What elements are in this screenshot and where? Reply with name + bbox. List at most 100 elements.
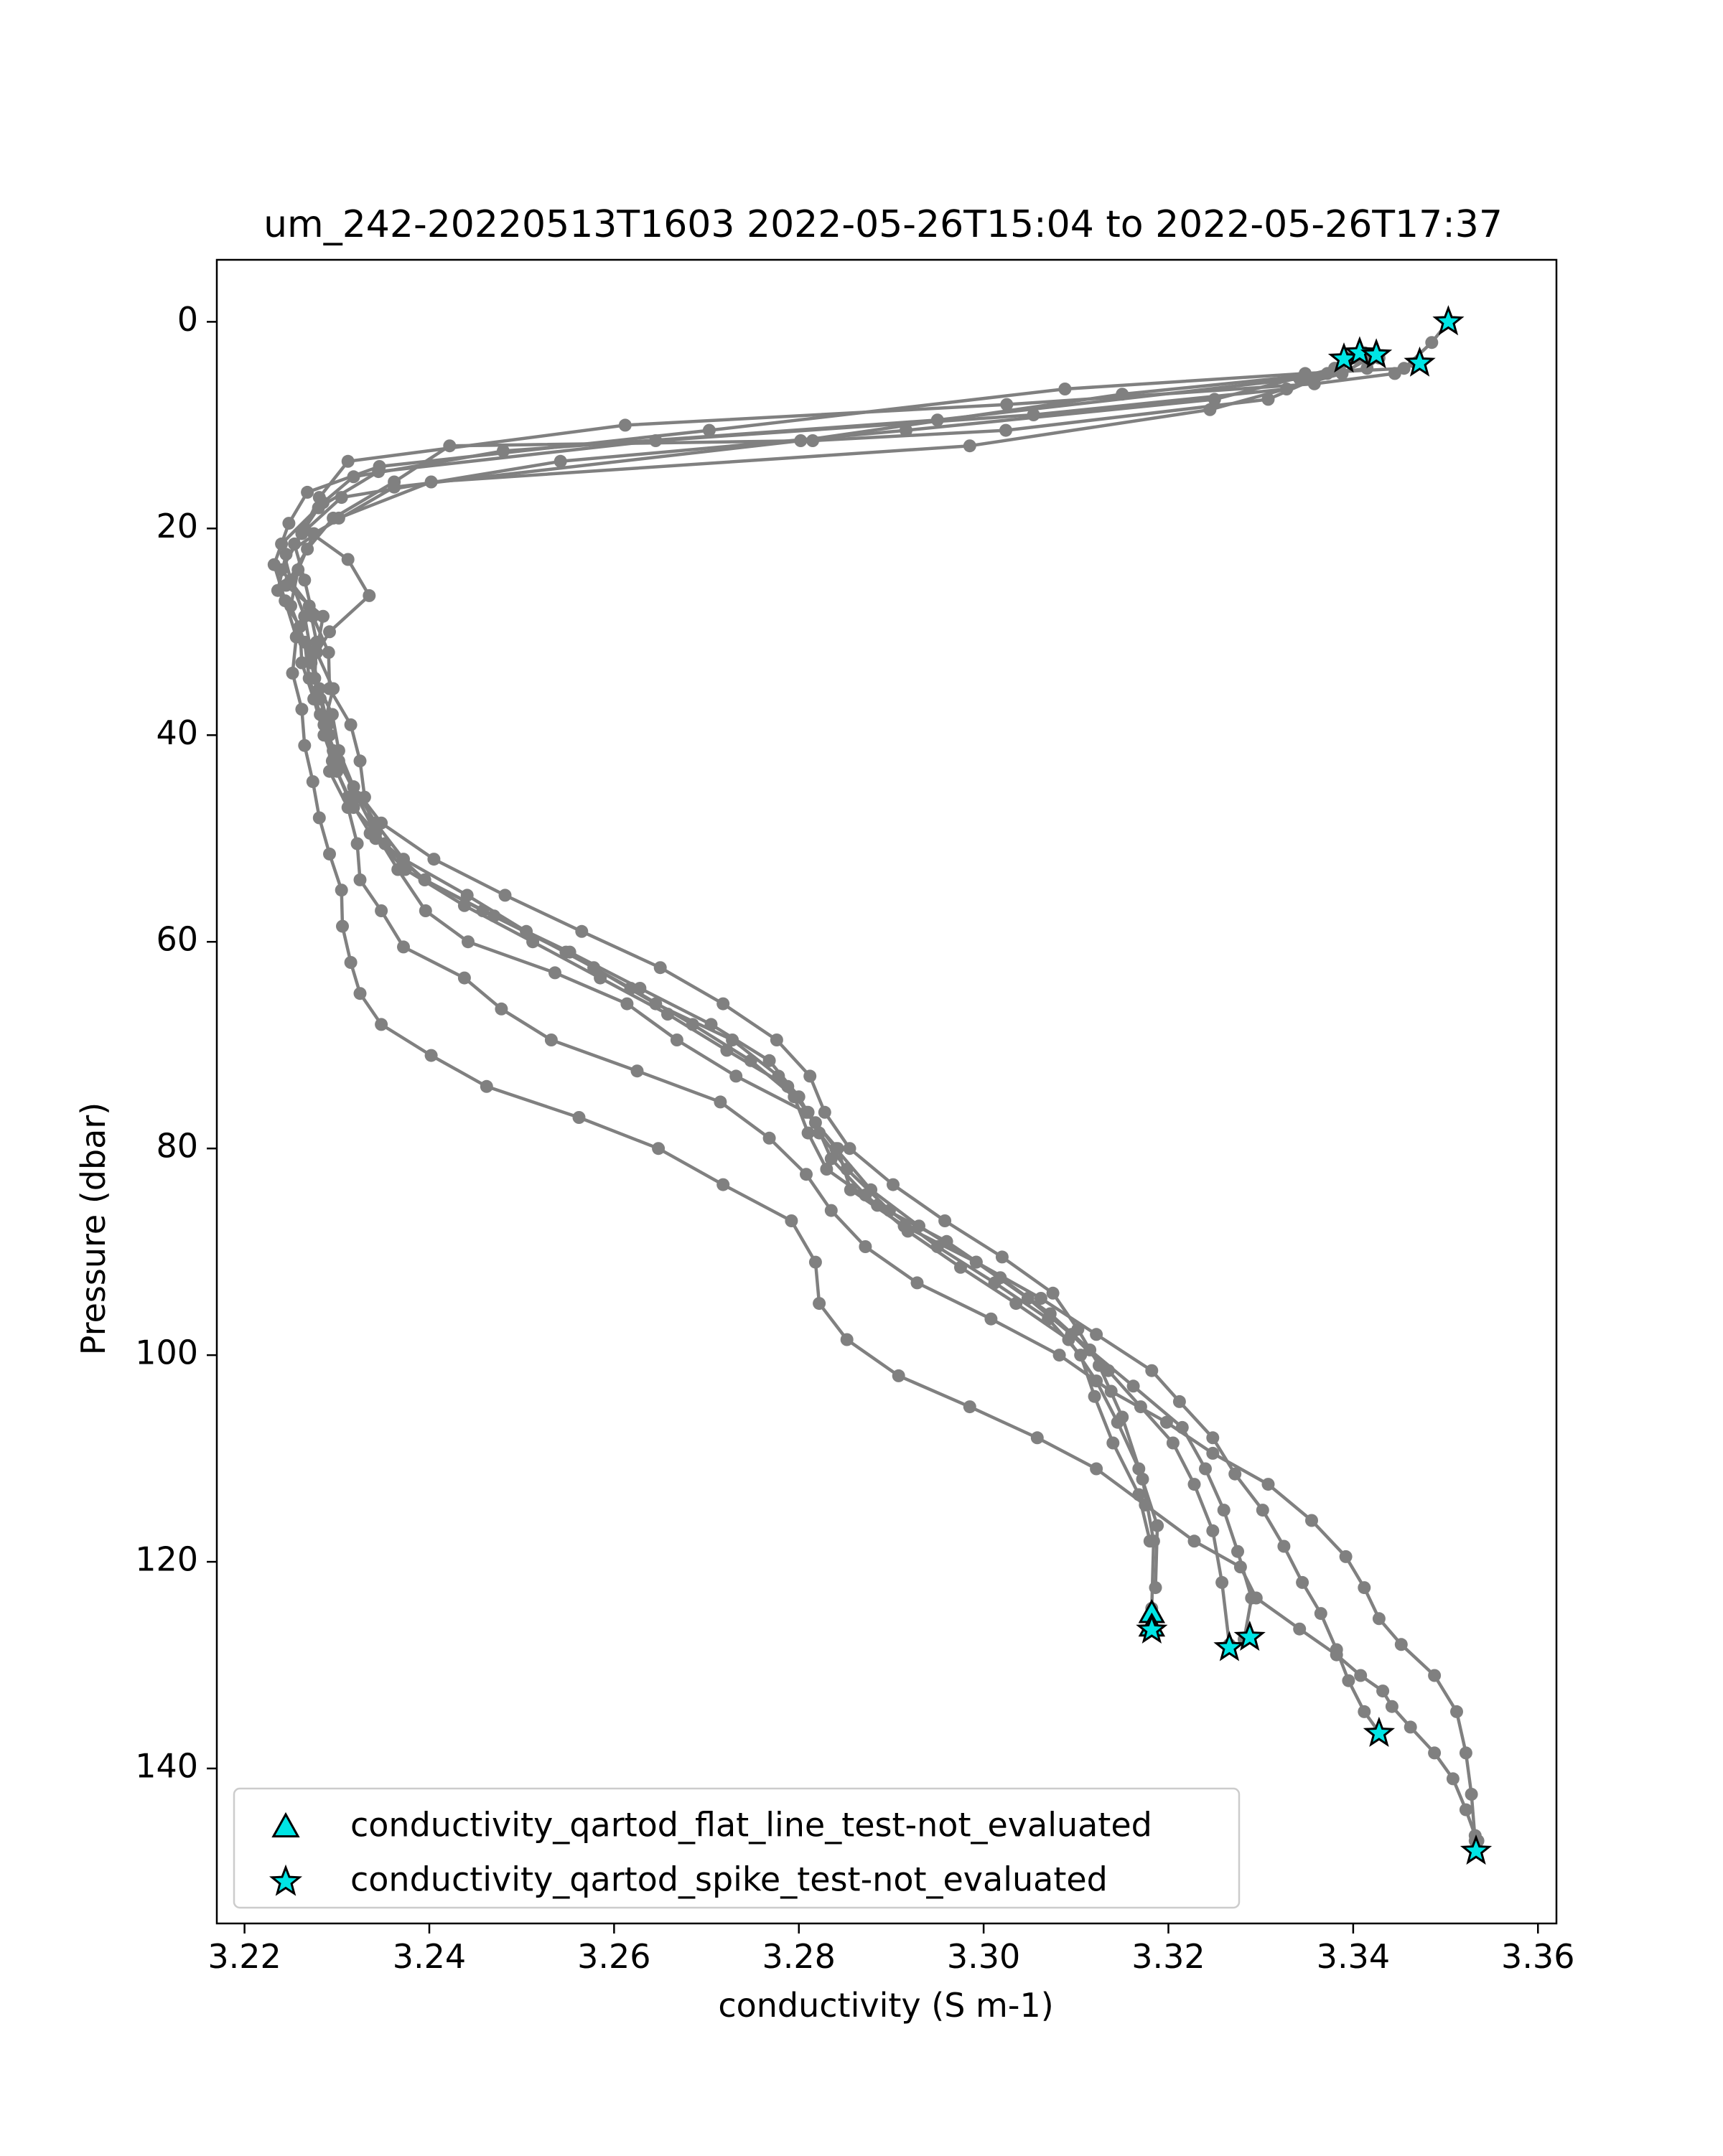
data-point [286,666,299,680]
data-point [824,1152,838,1166]
x-tick-label: 3.22 [207,1937,281,1976]
legend: conductivity_qartod_flat_line_test-not_e… [233,1787,1241,1909]
data-point [1372,1612,1386,1626]
data-point [317,496,330,510]
data-point [335,491,348,505]
data-point [1215,1575,1229,1589]
data-point [1206,1431,1220,1445]
data-point [498,889,512,902]
plot-area-frame [215,258,1558,1925]
data-point [279,548,293,561]
x-axis-ticks: 3.22 3.24 3.26 3.28 3.30 3.32 3.34 3.36 [207,1923,1574,1976]
data-point [1116,1410,1129,1424]
data-point [341,454,355,468]
data-point [302,599,316,613]
data-point [312,682,326,695]
data-point [350,837,364,850]
data-point [785,1214,798,1227]
legend-star-marker [269,1864,303,1896]
data-point [910,1276,924,1290]
data-point [720,1044,734,1057]
data-point [480,1079,493,1093]
data-point [1034,1292,1047,1305]
x-tick-label: 3.28 [762,1937,836,1976]
data-point [1314,1607,1327,1621]
data-point [882,1204,896,1217]
data-point [800,1168,813,1181]
data-point [1126,1379,1140,1393]
data-point [963,439,976,453]
data-point [307,527,321,540]
data-point [1459,1803,1472,1817]
data-point [526,935,540,949]
data-point [1465,1788,1478,1801]
legend-label-flat-line: conductivity_qartod_flat_line_test-not_e… [350,1806,1152,1845]
data-point [661,1008,674,1021]
data-point [325,708,339,721]
data-point [544,1034,558,1046]
spike-flag-marker [1343,336,1376,367]
data-point [295,656,309,670]
data-point [792,1090,806,1104]
data-point [1052,1349,1066,1362]
legend-triangle-marker [271,1811,300,1838]
data-point [554,454,567,468]
data-point [298,635,312,649]
data-point [794,434,808,447]
y-tick-label: 120 [135,1540,198,1579]
data-point [1394,1638,1408,1651]
data-point [1228,1467,1242,1481]
data-point [1459,1746,1472,1760]
data-point [1245,1591,1259,1605]
data-point [363,589,376,602]
data-point [548,966,561,980]
data-point [1147,1534,1160,1548]
spike-flag-marker [1432,305,1465,336]
data-point [462,935,475,949]
data-point [1187,1478,1201,1491]
data-point [1335,367,1349,380]
data-point [298,739,312,752]
y-axis-label: Pressure (dbar) [74,1102,113,1355]
data-point [653,961,667,975]
data-point [284,599,297,613]
data-point [496,444,510,458]
y-tick-label: 80 [156,1127,198,1166]
data-point [1175,1420,1189,1434]
data-point [1428,1669,1442,1682]
data-point [820,1163,834,1176]
y-tick-label: 0 [177,300,198,339]
y-tick-label: 40 [156,713,198,752]
data-point [999,423,1012,437]
data-point [630,1064,644,1078]
data-point [808,1255,822,1269]
data-point [1206,1524,1220,1537]
data-point [375,1018,388,1031]
x-tick-label: 3.30 [947,1937,1020,1976]
data-point [594,971,607,985]
data-point [1030,1431,1044,1445]
data-point [1106,1436,1120,1450]
data-point [336,919,349,933]
data-point [1296,1575,1309,1589]
data-point [818,1105,831,1119]
data-point [1042,1312,1055,1326]
data-point [301,485,314,499]
data-point [1093,1359,1106,1372]
data-point [323,847,336,861]
data-point [344,718,358,731]
data-point [1358,1705,1371,1718]
data-point [1116,388,1129,401]
data-point [330,764,344,778]
data-point [1136,1472,1149,1486]
data-point [1159,1415,1173,1429]
data-point [1261,1478,1275,1491]
data-point [801,1126,815,1140]
data-point [1320,367,1334,380]
data-point [1425,336,1439,350]
data-point [312,811,326,825]
data-point [347,801,360,815]
data-point [327,744,340,757]
data-point [813,1297,826,1311]
data-point [1208,393,1221,406]
